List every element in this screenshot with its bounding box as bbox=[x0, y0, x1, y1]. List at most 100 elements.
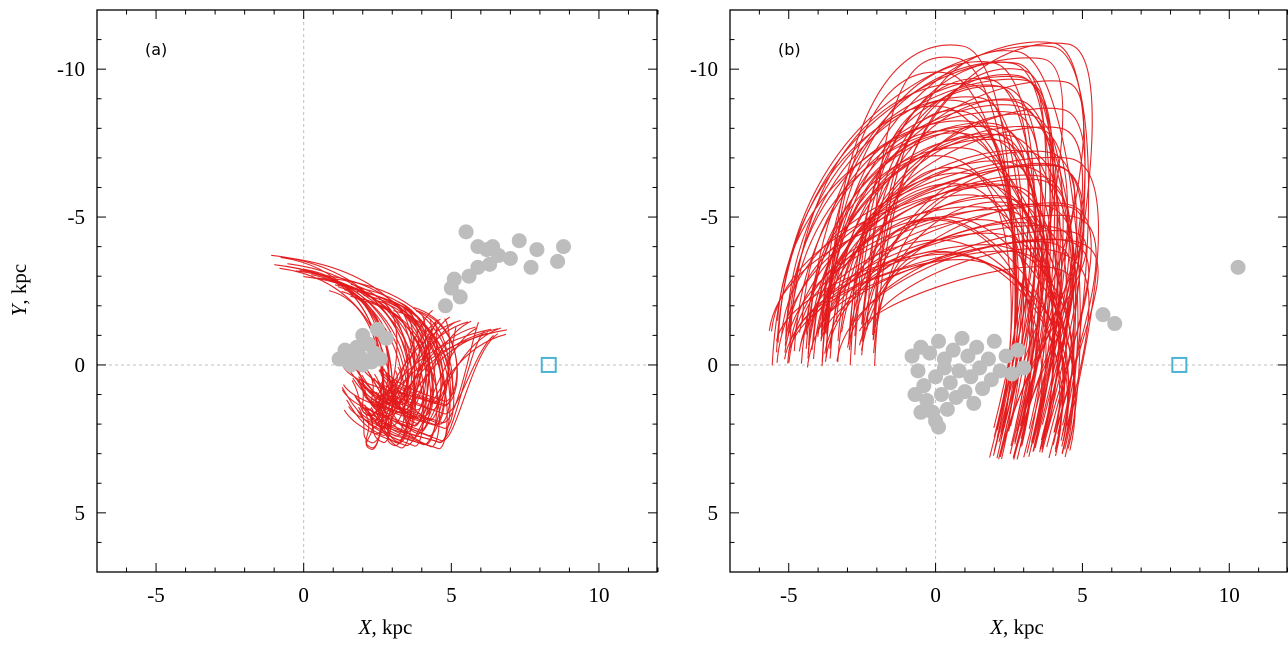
cluster-point bbox=[511, 233, 527, 249]
y-axis-symbol: Y bbox=[7, 302, 31, 316]
cluster-point bbox=[529, 242, 545, 258]
sun-marker bbox=[1171, 356, 1188, 373]
orbit-line bbox=[806, 239, 1061, 445]
cluster-point bbox=[931, 333, 947, 349]
orbit-line bbox=[837, 107, 1086, 449]
sun-marker bbox=[540, 356, 557, 373]
orbit-bundle bbox=[271, 254, 507, 450]
panel-label: (b) bbox=[778, 40, 801, 59]
cluster-point bbox=[378, 330, 394, 346]
cluster-points bbox=[904, 259, 1246, 435]
orbit-line bbox=[793, 104, 1077, 426]
x-axis-unit: , kpc bbox=[372, 615, 413, 639]
cluster-point bbox=[922, 345, 938, 361]
cluster-point bbox=[933, 387, 949, 403]
orbit-line bbox=[874, 50, 1081, 449]
orbit-line bbox=[370, 316, 451, 427]
cluster-point bbox=[355, 357, 371, 373]
cluster-point bbox=[957, 384, 973, 400]
orbit-line bbox=[379, 309, 458, 405]
cluster-point bbox=[951, 363, 967, 379]
cluster-point bbox=[458, 224, 474, 240]
orbit-line bbox=[364, 322, 480, 423]
x-axis-symbol: X bbox=[358, 615, 373, 639]
cluster-point bbox=[954, 330, 970, 346]
cluster-point bbox=[945, 342, 961, 358]
orbit-line bbox=[787, 78, 1054, 442]
x-tick-label: 5 bbox=[446, 583, 457, 607]
panel-b: -5 0 5 10 -10 -5 0 5 (b) X, kpc bbox=[690, 9, 1288, 639]
orbit-line bbox=[824, 80, 1085, 459]
x-axis-title: X, kpc bbox=[989, 615, 1044, 639]
cluster-point bbox=[1010, 342, 1026, 358]
cluster-point bbox=[907, 387, 923, 403]
panel-label: (a) bbox=[145, 40, 167, 59]
cluster-point bbox=[1095, 307, 1111, 323]
cluster-point bbox=[1004, 366, 1020, 382]
x-tick-label: 5 bbox=[1077, 583, 1088, 607]
x-tick-label: 0 bbox=[930, 583, 941, 607]
cluster-point bbox=[437, 298, 453, 314]
orbit-line bbox=[358, 321, 469, 444]
cluster-point bbox=[992, 363, 1008, 379]
x-tick-label: 10 bbox=[1219, 583, 1240, 607]
cluster-point bbox=[969, 339, 985, 355]
orbit-line bbox=[858, 248, 1090, 427]
cluster-point bbox=[936, 360, 952, 376]
cluster-point bbox=[446, 271, 462, 287]
orbit-line bbox=[343, 333, 507, 446]
orbit-line bbox=[826, 44, 1014, 431]
orbit-line bbox=[781, 156, 1099, 455]
orbit-line bbox=[812, 160, 1037, 431]
orbit-line bbox=[848, 98, 1059, 441]
cluster-point bbox=[913, 404, 929, 420]
cluster-point bbox=[550, 253, 566, 269]
orbit-line bbox=[358, 319, 461, 417]
cluster-point bbox=[942, 375, 958, 391]
orbit-line bbox=[784, 164, 1085, 439]
axis-ticks bbox=[96, 9, 659, 573]
cluster-point bbox=[1016, 360, 1032, 376]
orbit-line bbox=[361, 310, 449, 404]
orbit-line bbox=[821, 61, 1037, 426]
orbit-line bbox=[784, 209, 1042, 455]
orbit-line bbox=[777, 45, 1090, 432]
cluster-point bbox=[910, 363, 926, 379]
orbit-line bbox=[375, 300, 416, 449]
x-tick-label: -5 bbox=[147, 583, 165, 607]
panel-a: -5 0 5 10-10-505 (a) X, kpc Y, kpc bbox=[7, 9, 659, 639]
cluster-point bbox=[523, 259, 539, 275]
orbit-line bbox=[808, 61, 1052, 454]
orbit-line bbox=[825, 133, 1036, 427]
orbit-line bbox=[776, 178, 1073, 443]
y-tick-label: -10 bbox=[690, 57, 718, 81]
x-tick-label: 10 bbox=[588, 583, 609, 607]
cluster-point bbox=[1107, 316, 1123, 332]
x-tick-label: -5 bbox=[780, 583, 798, 607]
orbit-line bbox=[348, 330, 485, 443]
cluster-points bbox=[331, 224, 572, 373]
orbit-line bbox=[395, 327, 502, 435]
y-tick-label: 0 bbox=[708, 353, 719, 377]
y-tick-label: -5 bbox=[68, 205, 86, 229]
tick-labels: -5 0 5 10 -10 -5 0 5 bbox=[690, 57, 1240, 607]
orbit-line bbox=[375, 326, 476, 428]
orbit-line bbox=[872, 42, 1093, 428]
orbit-line bbox=[328, 290, 384, 450]
orbit-line bbox=[866, 56, 1016, 432]
orbit-line bbox=[849, 61, 1047, 447]
orbit-line bbox=[811, 136, 1055, 447]
x-axis-symbol: X bbox=[989, 615, 1004, 639]
cluster-point bbox=[919, 392, 935, 408]
orbit-line bbox=[355, 328, 492, 404]
axis-ticks bbox=[729, 9, 1288, 573]
plot-frame bbox=[96, 9, 658, 573]
orbit-line bbox=[785, 120, 1017, 459]
orbit-line bbox=[874, 68, 1052, 445]
y-tick-label: 5 bbox=[75, 501, 86, 525]
cluster-point bbox=[470, 259, 486, 275]
plot-frame bbox=[729, 9, 1288, 573]
y-tick-label: -10 bbox=[57, 57, 85, 81]
x-tick-label: 0 bbox=[298, 583, 309, 607]
